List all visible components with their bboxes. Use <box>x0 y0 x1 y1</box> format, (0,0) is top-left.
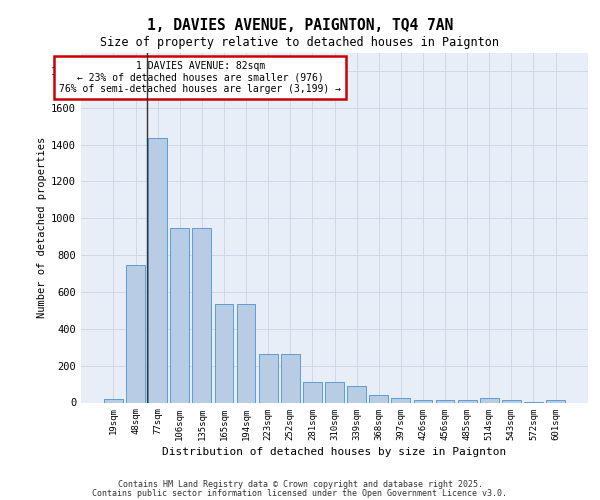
Bar <box>236 304 256 402</box>
Text: Contains HM Land Registry data © Crown copyright and database right 2025.: Contains HM Land Registry data © Crown c… <box>118 480 482 489</box>
Bar <box>436 400 454 402</box>
Bar <box>281 354 299 403</box>
Bar <box>126 266 145 402</box>
Bar <box>502 400 521 402</box>
Bar <box>259 354 278 403</box>
Bar <box>347 386 366 402</box>
Bar <box>148 138 167 402</box>
Bar <box>104 399 123 402</box>
Bar <box>458 400 476 402</box>
Bar <box>193 228 211 402</box>
X-axis label: Distribution of detached houses by size in Paignton: Distribution of detached houses by size … <box>163 446 506 456</box>
Bar <box>546 400 565 402</box>
Bar <box>170 228 189 402</box>
Y-axis label: Number of detached properties: Number of detached properties <box>37 137 47 318</box>
Bar <box>325 382 344 402</box>
Bar <box>413 400 433 402</box>
Bar <box>303 382 322 402</box>
Text: Contains public sector information licensed under the Open Government Licence v3: Contains public sector information licen… <box>92 490 508 498</box>
Text: 1, DAVIES AVENUE, PAIGNTON, TQ4 7AN: 1, DAVIES AVENUE, PAIGNTON, TQ4 7AN <box>147 18 453 32</box>
Bar <box>215 304 233 402</box>
Bar <box>391 398 410 402</box>
Bar <box>370 395 388 402</box>
Bar <box>480 398 499 402</box>
Text: Size of property relative to detached houses in Paignton: Size of property relative to detached ho… <box>101 36 499 49</box>
Text: 1 DAVIES AVENUE: 82sqm
← 23% of detached houses are smaller (976)
76% of semi-de: 1 DAVIES AVENUE: 82sqm ← 23% of detached… <box>59 61 341 94</box>
